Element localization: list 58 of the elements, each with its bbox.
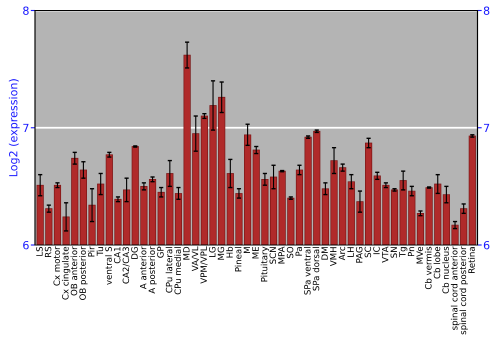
x-tick-label: PAG	[356, 247, 362, 263]
y-tick-label: 8	[23, 6, 29, 15]
x-tick-label: SPa ventral	[304, 247, 311, 295]
x-tick-label: spinal cord anterior	[450, 246, 460, 330]
x-tick-label: IC	[373, 246, 380, 254]
x-tick-label: SPa dorsal	[312, 247, 320, 291]
x-tick-label: CA2/CA3	[122, 247, 130, 284]
y2-tick-label: 7	[484, 124, 490, 132]
x-tick-label: VTA	[382, 246, 388, 263]
x-tick-label: LS	[36, 246, 43, 256]
x-tick-label: MG	[218, 247, 224, 260]
x-tick-label: OB anterior	[70, 246, 78, 296]
x-tick-label: VA/VL	[192, 246, 199, 272]
x-tick-label: Pa	[296, 247, 302, 256]
x-tick-label: Pineal	[234, 247, 242, 272]
x-tick-label: spinal cord posterior	[460, 246, 468, 334]
x-tick-label: Cb vermis	[424, 246, 432, 290]
x-tick-label: Cx cingulate	[62, 246, 70, 300]
x-tick-label: MD	[183, 246, 190, 260]
x-tick-label: Arc	[338, 246, 346, 260]
x-tick-label: LG	[209, 247, 216, 258]
x-tick-label: CPu lateral	[166, 247, 172, 293]
x-tick-label: SO	[286, 246, 294, 258]
x-tick-label: Pituitary	[260, 246, 270, 282]
x-tick-label: Pir	[88, 246, 94, 256]
x-tick-label: M	[244, 247, 250, 253]
x-tick-label: CA1	[114, 247, 120, 264]
x-tick-label: MVe	[416, 246, 423, 264]
x-tick-label: SCN	[270, 247, 276, 264]
x-tick-label: Cb lobe	[434, 246, 440, 279]
x-tick-label: Hb	[226, 246, 233, 258]
x-tick-label: Pn	[408, 247, 414, 256]
x-tick-label: MPA	[278, 246, 285, 264]
x-tick-label: LH	[347, 247, 354, 257]
y-tick-label: 6	[23, 240, 29, 250]
x-tick-label: Tu	[96, 247, 104, 256]
x-tick-label: DG	[131, 247, 138, 259]
x-tick-label: DM	[321, 247, 328, 260]
x-tick-label: A posterior	[148, 246, 157, 294]
x-tick-label: Retina	[468, 247, 475, 273]
x-tick-label: SC	[364, 246, 372, 258]
x-tick-label: OB posterior	[79, 246, 88, 300]
x-tick-label: A anterior	[140, 246, 146, 290]
x-tick-label: RS	[44, 246, 52, 257]
y2-tick-label: 6	[484, 240, 490, 250]
x-tick-label: VMH	[330, 247, 336, 266]
x-tick-label: CPu medial	[174, 247, 181, 294]
x-tick-label: VPM/VPL	[200, 246, 208, 284]
x-tick-label: Cx motor	[53, 246, 60, 286]
y2-tick-label: 8	[484, 6, 490, 15]
x-tick-label: Tg	[399, 247, 408, 258]
x-tick-label: ME	[252, 246, 259, 258]
y-tick-label: 7	[23, 124, 28, 132]
x-tick-label: SN	[390, 247, 398, 258]
x-tick-label: Cb nucleus	[442, 246, 449, 294]
y-axis-title: Log2 (expression)	[8, 79, 20, 176]
x-tick-label: GP	[157, 246, 164, 258]
x-tick-label: ventral S	[105, 246, 112, 285]
